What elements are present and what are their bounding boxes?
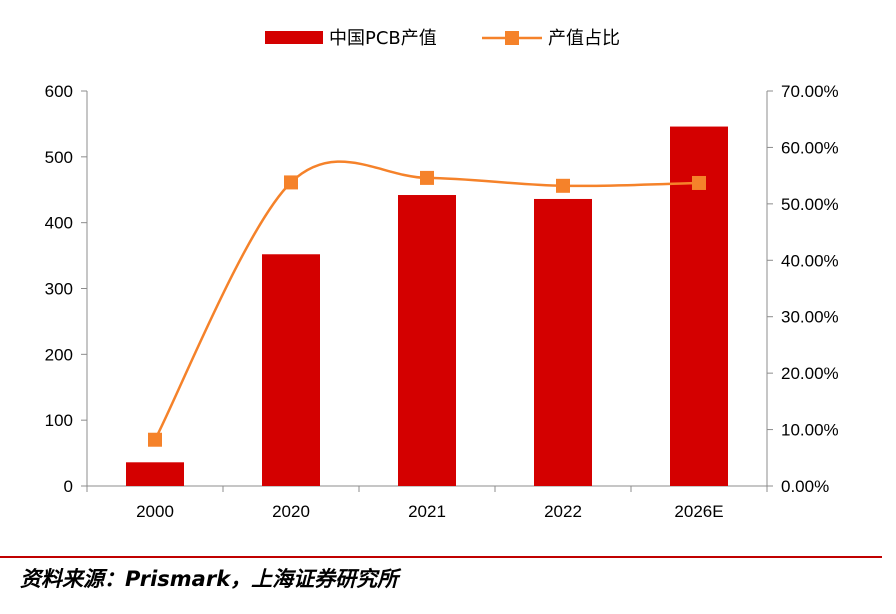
line-path: [153, 160, 700, 441]
legend-bar-swatch: [265, 31, 323, 44]
left-tick-label: 0: [64, 477, 73, 496]
right-tick-label: 50.00%: [781, 195, 839, 214]
line-point: [148, 432, 162, 447]
x-tick-label: 2026E: [674, 502, 723, 521]
bar-series: [126, 126, 728, 487]
x-tick-label: 2000: [136, 502, 174, 521]
bar: [262, 254, 320, 486]
bar: [534, 198, 592, 486]
tick-labels: 0 100 200 300 400 500 600 0.00% 10.00% 20.00% 30.0…: [45, 82, 839, 521]
combo-chart: 中国PCB产值 产值占比 0 100 200 300 400 500 600 0.00% 10.0…: [45, 28, 839, 521]
source-note: 资料来源：Prismark，上海证券研究所: [20, 567, 399, 591]
x-tick-label: 2021: [408, 502, 446, 521]
bar: [126, 462, 184, 486]
left-tick-label: 100: [45, 411, 73, 430]
legend-line-marker: [505, 31, 519, 45]
line-point: [284, 175, 298, 190]
left-tick-label: 500: [45, 148, 73, 167]
line-point: [420, 170, 434, 185]
left-tick-label: 400: [45, 214, 73, 233]
right-tick-label: 70.00%: [781, 82, 839, 101]
legend-line-label: 产值占比: [548, 28, 620, 49]
right-tick-label: 20.00%: [781, 364, 839, 383]
left-tick-label: 300: [45, 280, 73, 299]
line-point: [692, 175, 706, 190]
right-tick-label: 10.00%: [781, 421, 839, 440]
left-tick-label: 600: [45, 82, 73, 101]
right-tick-label: 60.00%: [781, 138, 839, 157]
line-point: [556, 178, 570, 193]
left-tick-label: 200: [45, 345, 73, 364]
legend: 中国PCB产值 产值占比: [265, 28, 620, 49]
bar: [398, 195, 456, 486]
right-tick-label: 0.00%: [781, 477, 829, 496]
legend-bar-label: 中国PCB产值: [329, 28, 437, 49]
source-divider: [0, 556, 882, 558]
line-series: [148, 160, 706, 447]
right-tick-label: 40.00%: [781, 251, 839, 270]
x-tick-label: 2022: [544, 502, 582, 521]
x-tick-label: 2020: [272, 502, 310, 521]
right-tick-label: 30.00%: [781, 308, 839, 327]
